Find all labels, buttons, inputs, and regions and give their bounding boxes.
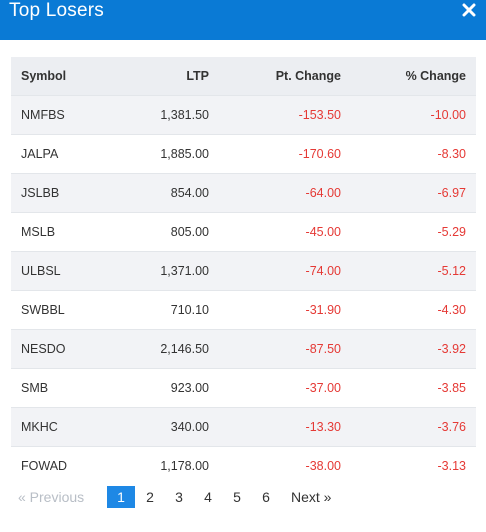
- losers-table-container: Symbol LTP Pt. Change % Change NMFBS 1,3…: [11, 57, 476, 485]
- cell-symbol: NMFBS: [21, 107, 65, 122]
- cell-symbol: FOWAD: [21, 458, 68, 473]
- cell-pt-change: -13.30: [305, 419, 341, 434]
- column-header-symbol[interactable]: Symbol: [21, 68, 67, 83]
- cell-symbol: SWBBL: [21, 302, 65, 317]
- cell-ltp: 805.00: [170, 224, 209, 239]
- cell-ltp: 2,146.50: [160, 341, 209, 356]
- table-row[interactable]: FOWAD 1,178.00 -38.00 -3.13: [11, 446, 476, 485]
- cell-pct-change: -10.00: [430, 107, 466, 122]
- table-row[interactable]: JSLBB 854.00 -64.00 -6.97: [11, 173, 476, 212]
- cell-symbol: ULBSL: [21, 263, 61, 278]
- column-header-pct-change[interactable]: % Change: [405, 68, 466, 83]
- cell-ltp: 340.00: [170, 419, 209, 434]
- table-row[interactable]: NESDO 2,146.50 -87.50 -3.92: [11, 329, 476, 368]
- losers-table: Symbol LTP Pt. Change % Change NMFBS 1,3…: [11, 57, 476, 485]
- table-row[interactable]: SMB 923.00 -37.00 -3.85: [11, 368, 476, 407]
- cell-pt-change: -74.00: [305, 263, 341, 278]
- cell-pt-change: -37.00: [305, 380, 341, 395]
- page-button-4[interactable]: 4: [204, 489, 212, 505]
- cell-pct-change: -5.12: [437, 263, 467, 278]
- modal-title: Top Losers: [9, 0, 104, 21]
- cell-pct-change: -3.76: [437, 419, 467, 434]
- cell-pct-change: -5.29: [437, 224, 467, 239]
- cell-ltp: 1,178.00: [160, 458, 209, 473]
- cell-pt-change: -87.50: [305, 341, 341, 356]
- cell-pct-change: -6.97: [437, 185, 467, 200]
- cell-symbol: JALPA: [21, 146, 59, 161]
- cell-pct-change: -3.13: [437, 458, 467, 473]
- page-button-5[interactable]: 5: [233, 489, 241, 505]
- cell-pct-change: -4.30: [437, 302, 467, 317]
- next-page-button[interactable]: Next »: [291, 489, 332, 505]
- cell-pt-change: -31.90: [305, 302, 341, 317]
- pagination: « Previous 1 2 3 4 5 6 Next »: [0, 486, 486, 508]
- cell-ltp: 710.10: [170, 302, 209, 317]
- table-row[interactable]: NMFBS 1,381.50 -153.50 -10.00: [11, 95, 476, 134]
- page-button-3[interactable]: 3: [175, 489, 183, 505]
- column-header-pt-change[interactable]: Pt. Change: [275, 68, 341, 83]
- cell-pct-change: -3.85: [437, 380, 467, 395]
- cell-ltp: 1,381.50: [160, 107, 209, 122]
- page-button-1[interactable]: 1: [107, 486, 135, 508]
- cell-ltp: 1,371.00: [160, 263, 209, 278]
- cell-ltp: 923.00: [170, 380, 209, 395]
- cell-symbol: NESDO: [21, 341, 66, 356]
- cell-symbol: JSLBB: [21, 185, 60, 200]
- cell-ltp: 854.00: [170, 185, 209, 200]
- column-header-ltp[interactable]: LTP: [186, 68, 209, 83]
- modal-header: Top Losers: [0, 0, 486, 40]
- table-row[interactable]: MKHC 340.00 -13.30 -3.76: [11, 407, 476, 446]
- cell-pct-change: -3.92: [437, 341, 467, 356]
- cell-pt-change: -64.00: [305, 185, 341, 200]
- cell-symbol: SMB: [21, 380, 49, 395]
- cell-pt-change: -153.50: [298, 107, 341, 122]
- previous-page-button[interactable]: « Previous: [18, 489, 85, 505]
- cell-pt-change: -45.00: [305, 224, 341, 239]
- table-row[interactable]: JALPA 1,885.00 -170.60 -8.30: [11, 134, 476, 173]
- cell-symbol: MSLB: [21, 224, 56, 239]
- page-button-6[interactable]: 6: [262, 489, 270, 505]
- table-row[interactable]: ULBSL 1,371.00 -74.00 -5.12: [11, 251, 476, 290]
- page-button-2[interactable]: 2: [146, 489, 154, 505]
- table-row[interactable]: MSLB 805.00 -45.00 -5.29: [11, 212, 476, 251]
- close-icon[interactable]: [462, 3, 476, 17]
- cell-pt-change: -170.60: [298, 146, 341, 161]
- cell-pct-change: -8.30: [437, 146, 467, 161]
- cell-symbol: MKHC: [21, 419, 58, 434]
- cell-pt-change: -38.00: [305, 458, 341, 473]
- table-row[interactable]: SWBBL 710.10 -31.90 -4.30: [11, 290, 476, 329]
- cell-ltp: 1,885.00: [160, 146, 209, 161]
- table-header-row: Symbol LTP Pt. Change % Change: [11, 57, 476, 95]
